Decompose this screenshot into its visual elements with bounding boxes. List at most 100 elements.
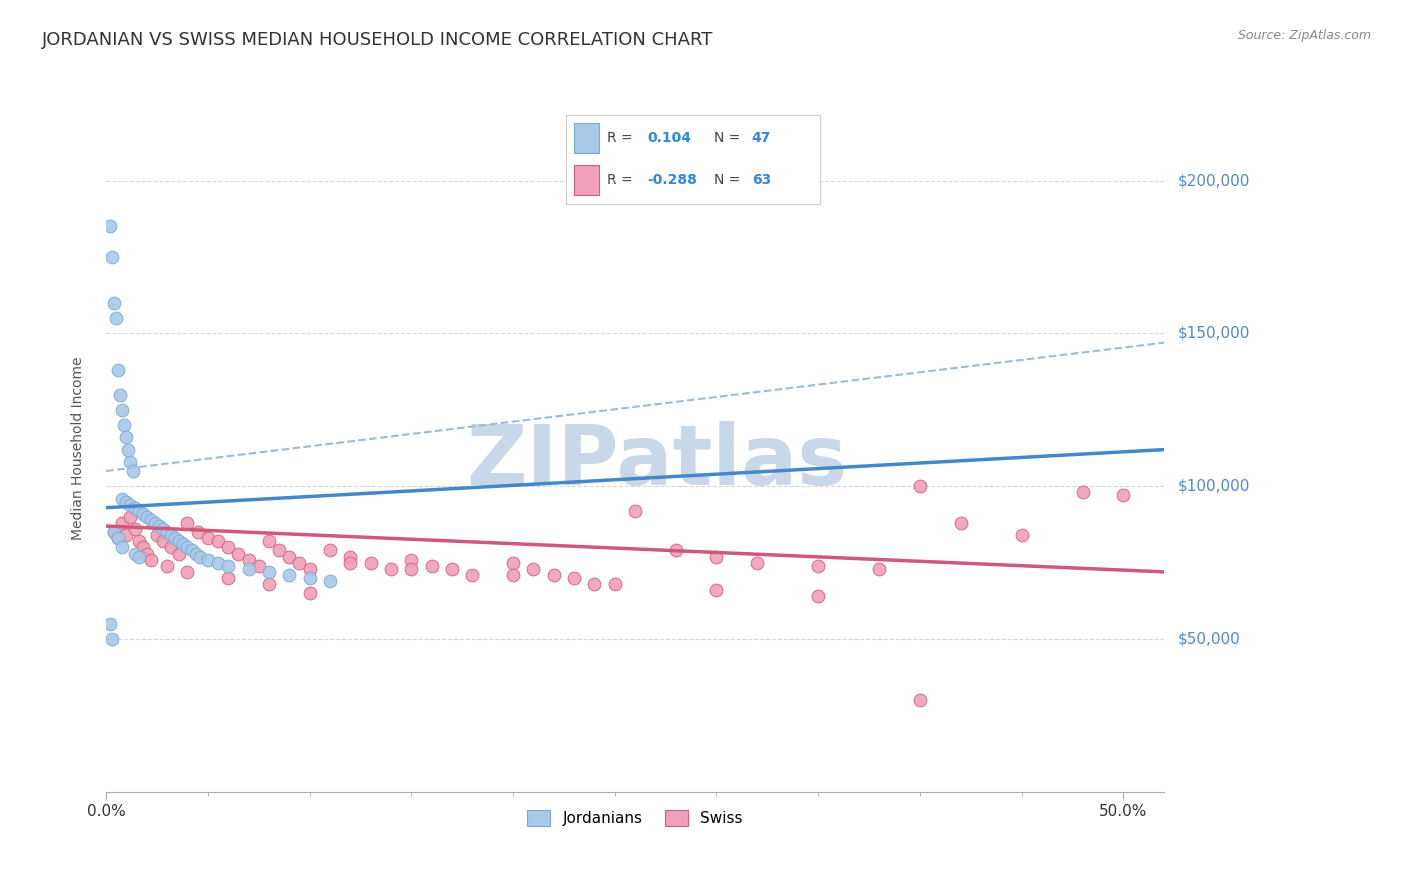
Text: $200,000: $200,000 <box>1178 173 1250 188</box>
Point <box>197 552 219 566</box>
Point <box>176 565 198 579</box>
Point <box>121 464 143 478</box>
Point <box>131 541 153 555</box>
Point <box>115 430 138 444</box>
Text: $100,000: $100,000 <box>1178 479 1250 494</box>
Point <box>143 516 166 530</box>
Point <box>111 491 134 506</box>
Point <box>120 509 142 524</box>
Point <box>110 387 132 401</box>
Point <box>502 556 524 570</box>
Point <box>156 525 179 540</box>
Point <box>135 547 157 561</box>
Point <box>278 568 301 582</box>
Point <box>176 516 198 530</box>
Point <box>187 525 209 540</box>
Point <box>184 547 207 561</box>
Point <box>217 541 239 555</box>
Point <box>160 528 183 542</box>
Point <box>148 519 170 533</box>
Point <box>128 504 150 518</box>
Point <box>380 562 402 576</box>
Point <box>152 522 174 536</box>
Point <box>267 543 290 558</box>
Point <box>107 531 129 545</box>
Point <box>111 516 134 530</box>
Point <box>583 577 606 591</box>
Text: $50,000: $50,000 <box>1178 632 1240 647</box>
Point <box>807 590 830 604</box>
Point <box>747 556 769 570</box>
Point <box>339 549 361 564</box>
Point <box>160 541 183 555</box>
Point <box>1071 485 1094 500</box>
Point <box>420 558 443 573</box>
Point <box>131 507 153 521</box>
Point <box>112 418 135 433</box>
Point <box>440 562 463 576</box>
Point <box>562 571 585 585</box>
Point <box>169 547 191 561</box>
Point <box>1112 488 1135 502</box>
Point <box>107 531 129 545</box>
Text: Source: ZipAtlas.com: Source: ZipAtlas.com <box>1237 29 1371 42</box>
Point <box>288 556 311 570</box>
Point <box>257 577 280 591</box>
Point <box>522 562 544 576</box>
Point <box>228 547 250 561</box>
Point <box>103 525 125 540</box>
Point <box>107 363 129 377</box>
Legend: Jordanians, Swiss: Jordanians, Swiss <box>522 805 749 832</box>
Point <box>603 577 626 591</box>
Text: $150,000: $150,000 <box>1178 326 1250 341</box>
Point <box>298 586 321 600</box>
Point <box>401 562 423 576</box>
Point <box>152 534 174 549</box>
Point <box>98 616 121 631</box>
Point <box>706 583 728 598</box>
Point <box>247 558 270 573</box>
Point <box>128 534 150 549</box>
Point <box>120 498 142 512</box>
Point <box>146 528 169 542</box>
Text: ZIPatlas: ZIPatlas <box>465 421 846 502</box>
Point <box>502 568 524 582</box>
Point <box>176 541 198 555</box>
Point <box>339 556 361 570</box>
Point <box>238 552 260 566</box>
Text: JORDANIAN VS SWISS MEDIAN HOUSEHOLD INCOME CORRELATION CHART: JORDANIAN VS SWISS MEDIAN HOUSEHOLD INCO… <box>42 31 714 49</box>
Point <box>124 522 146 536</box>
Point <box>217 571 239 585</box>
Point <box>120 455 142 469</box>
Point <box>665 543 688 558</box>
Point <box>319 574 342 588</box>
Point <box>908 693 931 707</box>
Point <box>908 479 931 493</box>
Point <box>257 534 280 549</box>
Point <box>165 531 187 545</box>
Point <box>111 402 134 417</box>
Point <box>624 504 647 518</box>
Point <box>238 562 260 576</box>
Point <box>139 513 162 527</box>
Point <box>156 558 179 573</box>
Point <box>115 528 138 542</box>
Point <box>1011 528 1033 542</box>
Point <box>115 494 138 508</box>
Point <box>278 549 301 564</box>
Point <box>169 534 191 549</box>
Point <box>807 558 830 573</box>
Point <box>207 534 229 549</box>
Point <box>217 558 239 573</box>
Point <box>401 552 423 566</box>
Point <box>98 219 121 234</box>
Point <box>111 541 134 555</box>
Point <box>103 525 125 540</box>
Y-axis label: Median Household Income: Median Household Income <box>72 356 86 540</box>
Point <box>319 543 342 558</box>
Point <box>139 552 162 566</box>
Point <box>124 547 146 561</box>
Point <box>135 509 157 524</box>
Point <box>461 568 484 582</box>
Point <box>360 556 382 570</box>
